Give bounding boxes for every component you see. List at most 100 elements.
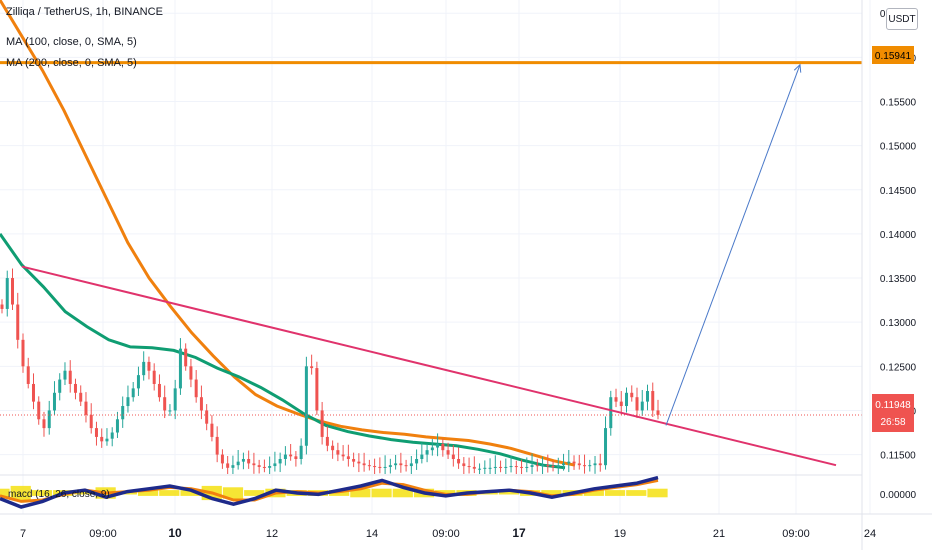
candle [283,446,287,466]
candle [535,458,539,472]
candle [341,445,345,461]
candle [325,426,329,452]
candle [609,390,613,436]
candle [394,454,398,470]
candle [614,388,618,408]
macd-histogram-bar [74,491,95,495]
target-price-text: 0.15941 [875,51,912,62]
candle [562,453,566,471]
time-tick-6: 17 [512,526,526,540]
symbol-title: Zilliqa / TetherUS, 1h, BINANCE [6,6,163,18]
candle [598,453,602,472]
candle [530,453,534,474]
candle [331,440,335,459]
macd-histogram-bar [0,488,10,498]
time-tick-10: 24 [864,528,876,540]
candle [220,449,224,469]
price-tick-5: 0.14000 [880,230,917,241]
macd-histogram-bar [392,488,413,498]
candle [509,455,513,473]
macd-line [0,475,659,509]
candle [362,452,366,472]
candle [215,426,219,463]
candle [430,439,434,456]
candle [451,445,455,467]
macd-histogram-bar [31,490,53,496]
candle [635,387,639,419]
candle [504,458,508,474]
time-tick-7: 19 [614,528,626,540]
macd-histogram-bar [159,490,180,496]
candle [572,455,576,470]
candle [241,452,245,470]
macd-histogram-bar [583,490,604,496]
candle [178,338,182,395]
drawing-tools [0,61,862,467]
currency-button[interactable]: USDT [886,8,918,30]
candle [289,443,293,461]
candle [163,385,167,419]
candle [420,442,424,464]
candle [136,366,140,396]
candle [399,452,403,473]
macd-histogram-bar [244,490,265,496]
candle [16,292,20,349]
candle [499,460,503,473]
candle [630,385,634,402]
candle [625,387,629,413]
time-tick-4: 14 [366,528,378,540]
candle [231,455,235,474]
candle [26,357,30,389]
candle [352,452,356,468]
candle [588,459,592,472]
candle [52,381,56,415]
candle [567,449,571,473]
macd-histogram-bar [498,491,520,495]
time-tick-8: 21 [713,528,725,540]
price-tick-3: 0.15000 [880,142,917,153]
candle [273,451,277,472]
candle [425,443,429,463]
candle [152,363,156,391]
macd-histogram-bar [10,485,31,501]
candle [483,460,487,474]
candle [346,444,350,467]
candle [441,438,445,457]
candle [619,391,623,415]
time-tick-3: 12 [266,528,278,540]
macd-histogram-bar [222,487,244,499]
candle [63,362,67,386]
macd-histogram-bar [350,488,371,498]
price-tick-7: 0.13000 [880,318,917,329]
candle [367,459,371,471]
candle [310,354,314,375]
candle [105,428,109,446]
ma200-line [0,0,576,467]
candle [84,392,88,423]
candle [73,378,77,400]
candle [10,268,14,310]
candle [651,382,655,417]
price-tick-6: 0.13500 [880,274,917,285]
candle [189,358,193,388]
candle [388,458,392,474]
time-tick-0: 7 [20,528,26,540]
candle [247,450,251,469]
candle [5,270,9,317]
candle [126,385,130,413]
candle [131,382,135,402]
candle [315,361,319,415]
candle [226,455,230,474]
time-tick-2: 10 [168,526,182,540]
candle [157,374,161,402]
last-price-badge: 0.11948 26:58 [872,394,914,432]
projection-arrow [665,64,801,426]
price-tick-2: 0.15500 [880,98,917,109]
candle [173,379,177,420]
candle [472,456,476,474]
price-tick-10: 0.11500 [880,451,916,462]
chart-grid [0,0,871,514]
candle [577,454,581,470]
